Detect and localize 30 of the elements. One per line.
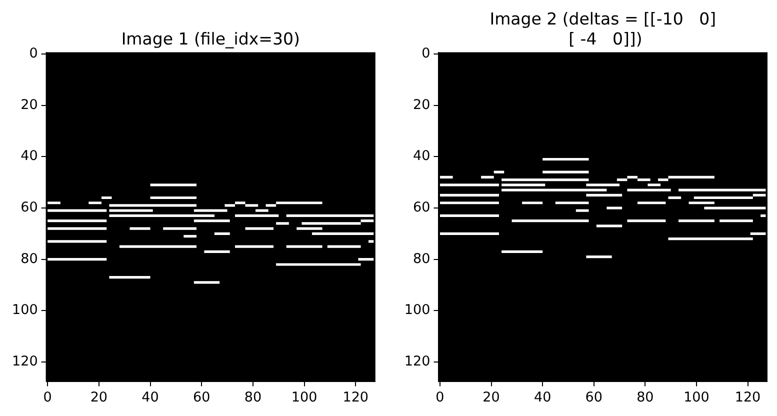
x-tick-label: 60 <box>585 389 602 406</box>
y-tick-label: 20 <box>413 96 430 113</box>
y-tick-label: 0 <box>29 45 38 62</box>
x-tick-label: 40 <box>534 389 552 406</box>
x-tick-label: 80 <box>244 389 262 406</box>
x-tick-label: 60 <box>193 389 210 406</box>
x-tick-label: 40 <box>142 389 159 406</box>
x-tick-label: 100 <box>291 389 318 406</box>
x-tick-label: 120 <box>734 389 761 406</box>
y-tick-label: 120 <box>12 354 38 370</box>
x-tick-label: 100 <box>684 389 710 406</box>
y-tick-label: 0 <box>422 45 430 62</box>
y-tick-label: 60 <box>20 200 38 216</box>
x-tick-label: 20 <box>90 389 108 406</box>
x-tick-label: 80 <box>636 389 654 406</box>
y-tick-label: 20 <box>20 96 38 113</box>
y-tick-label: 100 <box>12 302 38 318</box>
x-tick-label: 0 <box>43 389 52 406</box>
y-tick-label: 40 <box>413 148 430 164</box>
y-tick-label: 80 <box>413 250 430 267</box>
x-tick-label: 120 <box>342 389 369 406</box>
chart-title: Image 2 (deltas = [[-10 0] [ -4 0]]) <box>490 10 716 49</box>
y-tick-label: 80 <box>20 250 38 267</box>
x-tick-label: 20 <box>482 389 500 406</box>
chart-title: Image 1 (file_idx=30) <box>121 30 300 49</box>
y-tick-label: 120 <box>404 354 430 370</box>
x-tick-label: 0 <box>436 389 444 406</box>
y-tick-label: 100 <box>404 302 430 318</box>
y-tick-label: 40 <box>20 148 38 164</box>
y-tick-label: 60 <box>413 200 430 216</box>
